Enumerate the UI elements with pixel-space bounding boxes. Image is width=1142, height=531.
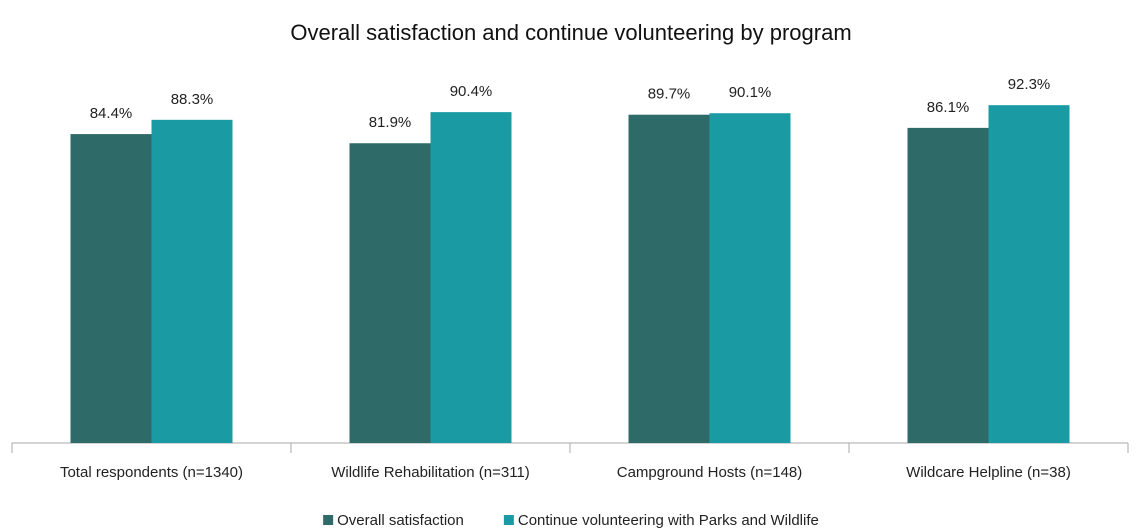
x-tick-label: Campground Hosts (n=148) [617, 464, 803, 481]
bar [628, 114, 710, 443]
x-tick-label: Wildcare Helpline (n=38) [906, 464, 1071, 481]
bar [349, 143, 431, 443]
bar [70, 134, 152, 443]
legend-swatch [503, 515, 514, 525]
data-label: 90.1% [729, 84, 772, 101]
legend-label: Overall satisfaction [337, 512, 464, 529]
x-tick-label: Wildlife Rehabilitation (n=311) [331, 464, 530, 481]
chart-title: Overall satisfaction and continue volunt… [290, 20, 851, 45]
data-label: 81.9% [369, 114, 412, 131]
legend-swatch [323, 515, 334, 525]
bar [709, 113, 791, 443]
data-label: 89.7% [648, 86, 691, 103]
legend-label: Continue volunteering with Parks and Wil… [518, 512, 819, 529]
x-tick-label: Total respondents (n=1340) [60, 464, 243, 481]
bar [907, 127, 989, 444]
bar [151, 119, 233, 444]
data-label: 84.4% [90, 105, 133, 122]
data-label: 90.4% [450, 83, 493, 100]
data-label: 86.1% [927, 99, 970, 116]
data-label: 88.3% [171, 91, 214, 108]
bar [988, 105, 1070, 443]
bar [430, 112, 512, 444]
data-label: 92.3% [1008, 76, 1051, 93]
